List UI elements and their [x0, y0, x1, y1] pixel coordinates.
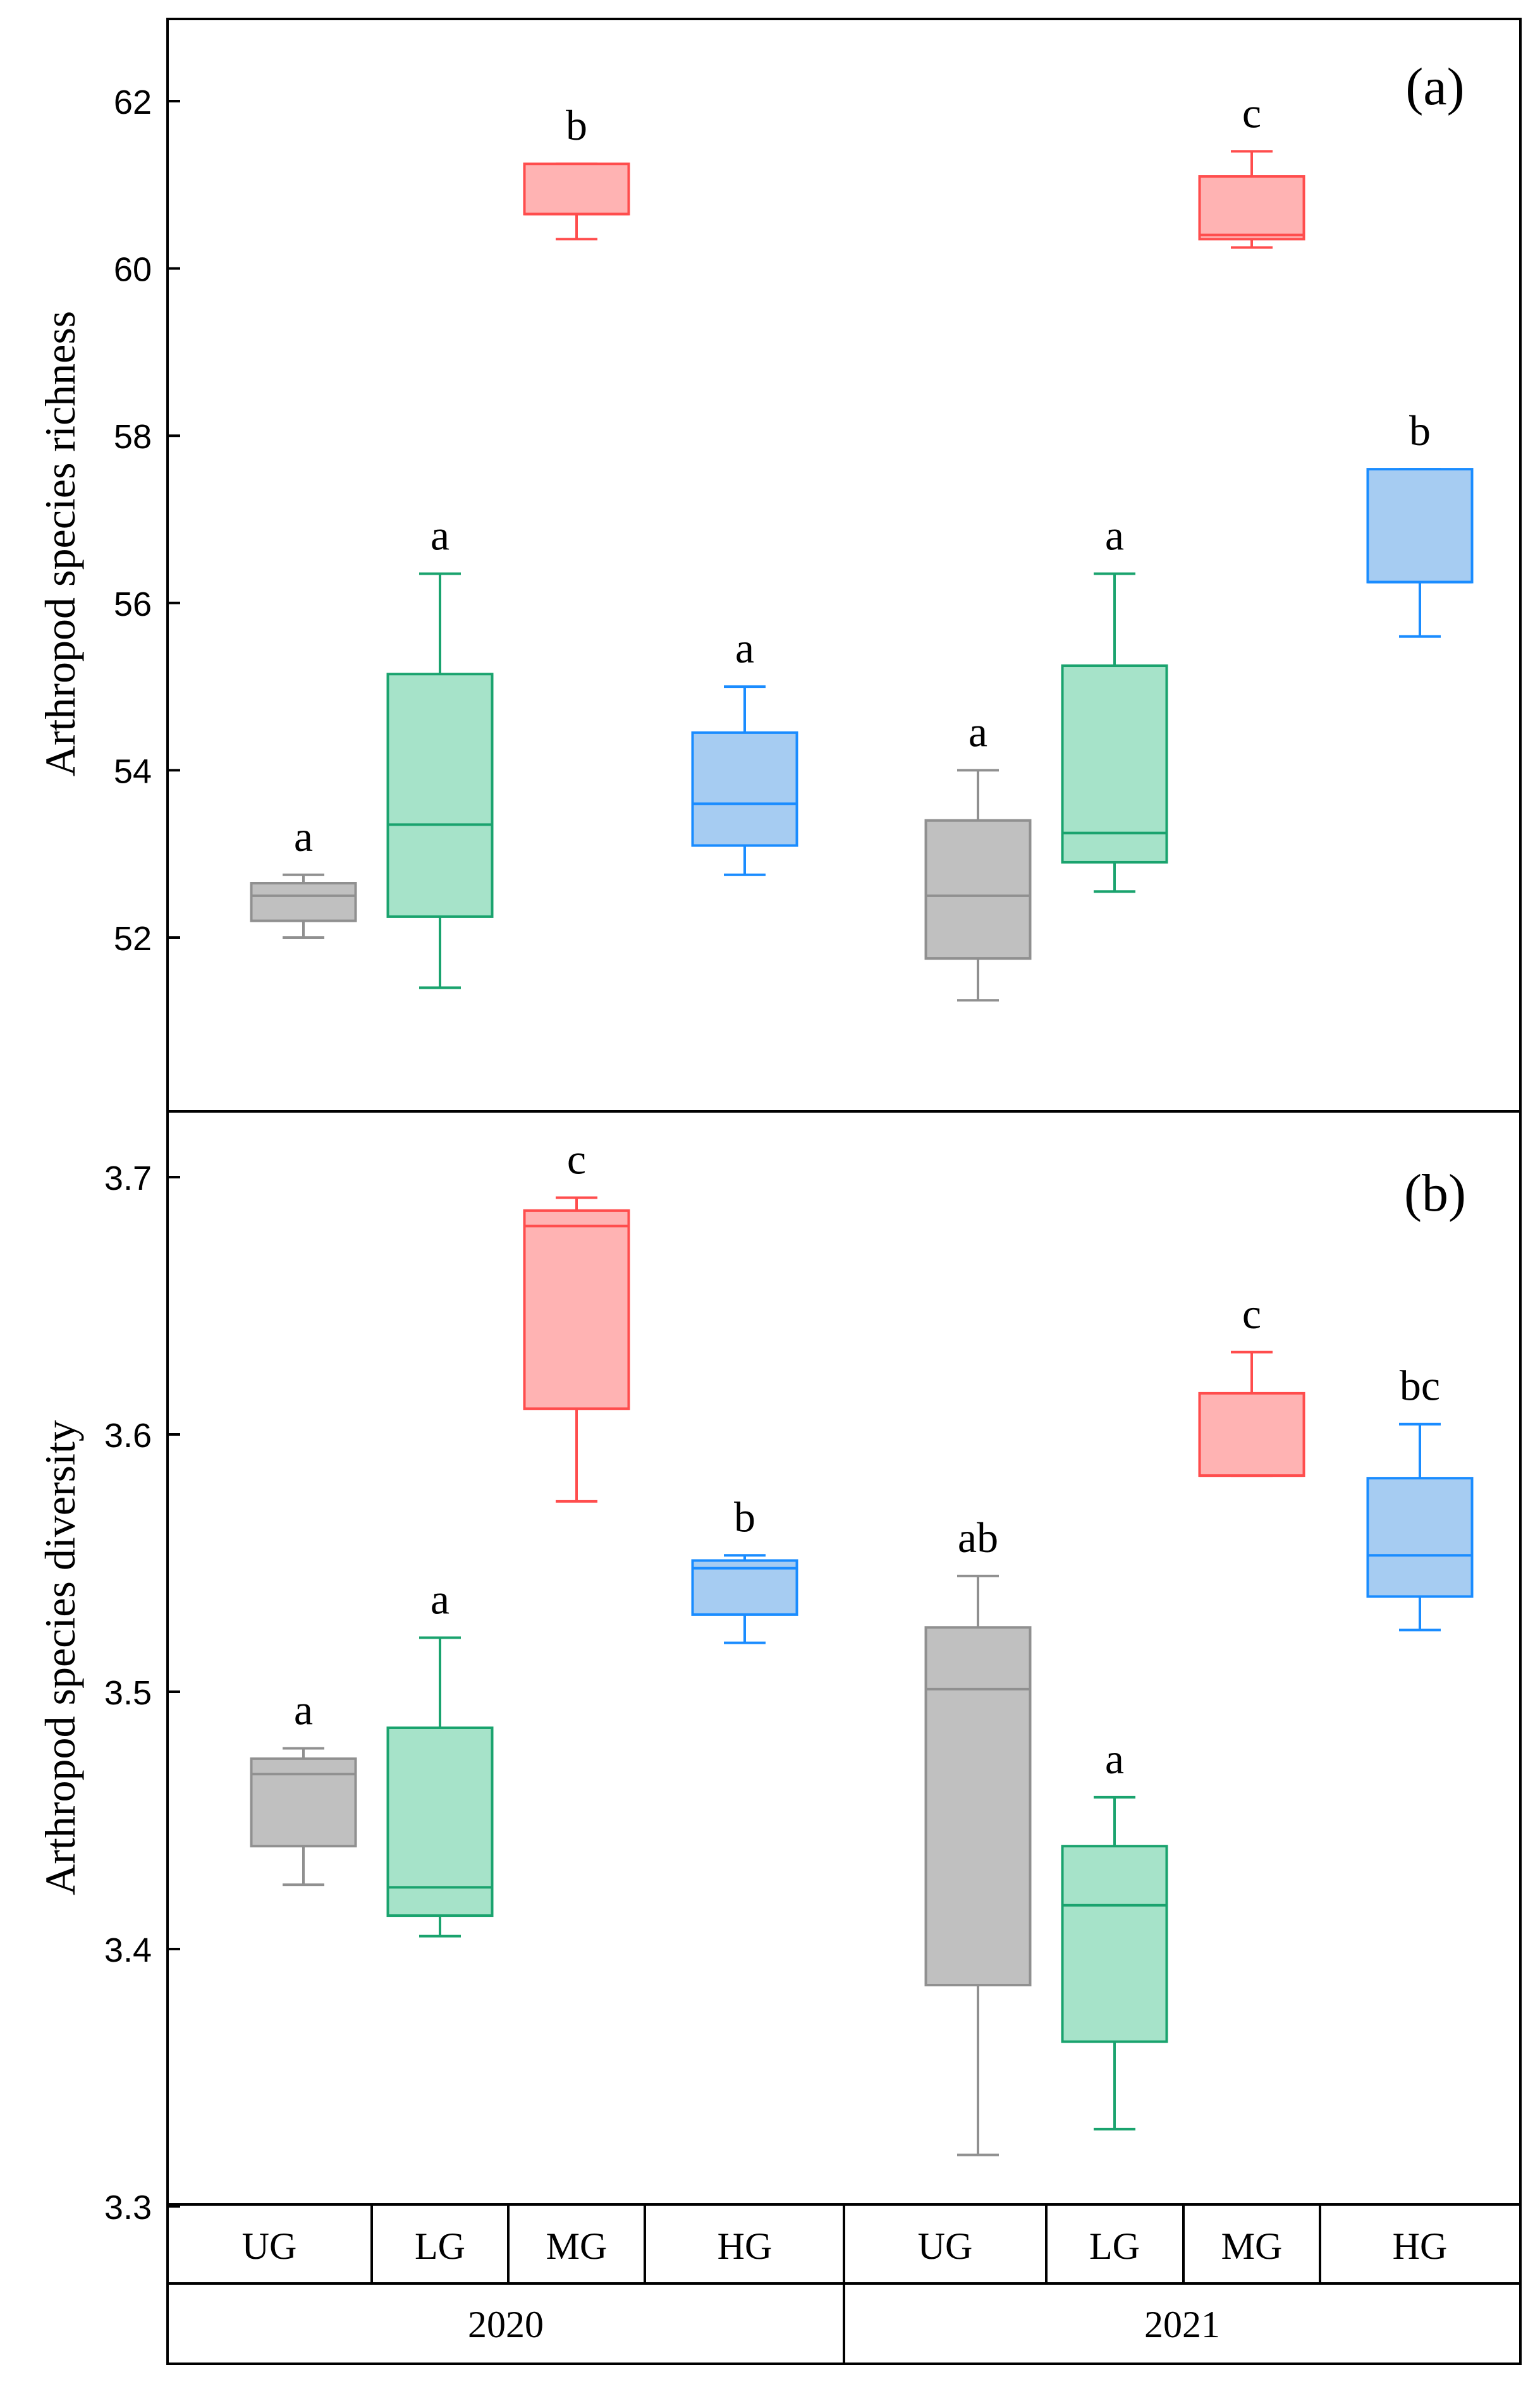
y-tick-label: 60: [114, 251, 152, 289]
group-label: UG: [242, 2225, 297, 2267]
panel-a-y-ticks: 52 54 56 58 60 62: [114, 83, 180, 958]
significance-letter: a: [1105, 511, 1124, 559]
interquartile-box: [691, 1559, 798, 1616]
interquartile-box: [1366, 1477, 1474, 1598]
box-2021-lg: [1061, 1795, 1168, 2130]
box-2020-lg: [386, 1636, 494, 1938]
group-label: HG: [1393, 2225, 1448, 2267]
y-tick-label: 52: [114, 920, 152, 958]
significance-letter: a: [1105, 1735, 1124, 1783]
group-label: UG: [918, 2225, 973, 2267]
significance-letter: a: [294, 1686, 313, 1734]
group-label: HG: [718, 2225, 773, 2267]
box-2021-mg: [1198, 1350, 1305, 1477]
interquartile-box: [250, 882, 357, 922]
significance-letter: c: [1242, 1290, 1261, 1338]
interquartile-box: [924, 819, 1032, 960]
interquartile-box: [1198, 1391, 1305, 1477]
box-2021-ug: [924, 769, 1032, 1002]
significance-letter: a: [294, 812, 313, 860]
significance-letter: c: [1242, 89, 1261, 137]
box-2020-hg: [691, 1554, 798, 1644]
interquartile-box: [386, 673, 494, 918]
box-2020-ug: [250, 873, 357, 939]
interquartile-box: [1061, 664, 1168, 864]
panel-a-y-axis-label: Arthropod species richness: [36, 311, 84, 776]
box-2021-ug: [924, 1574, 1032, 2156]
panel-b-boxes: [250, 1196, 1474, 2156]
interquartile-box: [1198, 175, 1305, 241]
interquartile-box: [924, 1626, 1032, 1986]
interquartile-box: [1366, 468, 1474, 584]
box-2021-hg: [1366, 468, 1474, 638]
y-tick-label: 3.7: [104, 1159, 152, 1197]
group-label: LG: [1089, 2225, 1140, 2267]
panel-a-label: (a): [1405, 58, 1464, 116]
box-2020-ug: [250, 1747, 357, 1886]
panel-b-y-axis-label: Arthropod species diversity: [36, 1420, 84, 1895]
significance-letter: a: [735, 624, 754, 672]
y-tick-label: 62: [114, 83, 152, 121]
y-tick-label: 54: [114, 752, 152, 790]
interquartile-box: [523, 1209, 630, 1410]
y-tick-label: 58: [114, 418, 152, 456]
group-label: MG: [546, 2225, 608, 2267]
box-2021-mg: [1198, 150, 1305, 249]
panel-b-significance-letters: a a c b ab a c bc: [294, 1135, 1440, 1783]
y-tick-label: 3.6: [104, 1417, 152, 1455]
group-label: MG: [1221, 2225, 1283, 2267]
significance-letter: ab: [958, 1513, 998, 1562]
interquartile-box: [523, 162, 630, 216]
panel-b-label: (b): [1404, 1164, 1466, 1223]
panel-b-y-ticks: 3.3 3.4 3.5 3.6 3.7: [104, 1159, 180, 2227]
significance-letter: b: [566, 101, 587, 149]
y-tick-label: 56: [114, 585, 152, 623]
box-2020-lg: [386, 572, 494, 989]
interquartile-box: [250, 1757, 357, 1848]
significance-letter: bc: [1400, 1362, 1440, 1410]
interquartile-box: [691, 731, 798, 847]
significance-letter: b: [1409, 407, 1431, 455]
y-tick-label: 3.3: [104, 2189, 152, 2227]
box-2021-hg: [1366, 1422, 1474, 1632]
x-axis-category-table: UG LG MG HG UG LG MG HG 2020 2021: [166, 2203, 1522, 2365]
panel-a-significance-letters: a a b a a a c b: [294, 89, 1431, 860]
significance-letter: a: [969, 707, 987, 755]
group-label: LG: [415, 2225, 465, 2267]
significance-letter: b: [734, 1493, 755, 1541]
year-label-2020: 2020: [468, 2304, 544, 2345]
significance-letter: a: [431, 511, 449, 559]
interquartile-box: [386, 1726, 494, 1917]
panel-a-richness: 52 54 56 58 60 62 a a b a a a c b (a) Arthropod spec…: [36, 18, 1522, 1113]
box-2020-hg: [691, 685, 798, 876]
significance-letter: a: [431, 1575, 449, 1623]
box-2021-lg: [1061, 572, 1168, 893]
year-label-2021: 2021: [1144, 2304, 1220, 2345]
box-2020-mg: [523, 1196, 630, 1503]
interquartile-box: [1061, 1845, 1168, 2043]
y-tick-label: 3.4: [104, 1931, 152, 1969]
significance-letter: c: [567, 1135, 586, 1183]
box-2020-mg: [523, 162, 630, 241]
panel-a-boxes: [250, 150, 1474, 1002]
y-tick-label: 3.5: [104, 1674, 152, 1712]
